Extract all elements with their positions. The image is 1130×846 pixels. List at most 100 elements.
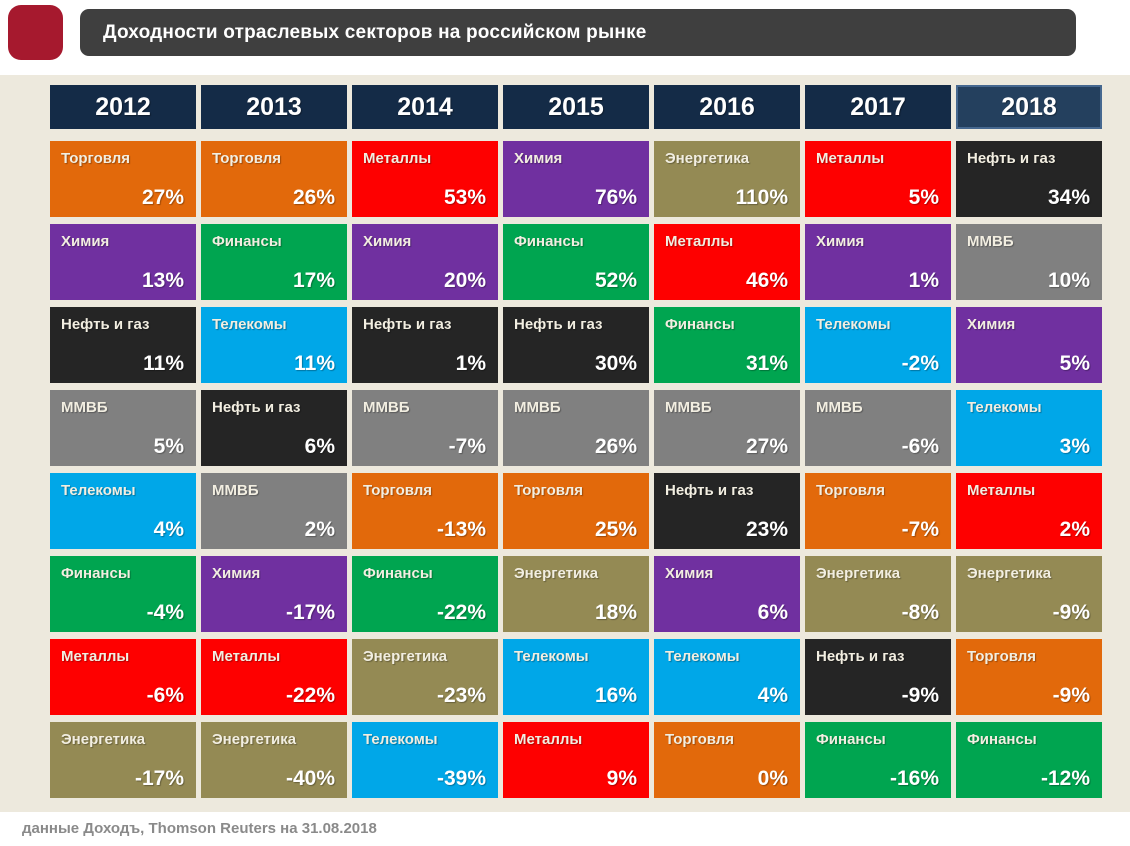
sector-label: Финансы (816, 731, 886, 748)
sector-label: Энергетика (61, 731, 146, 748)
sector-cell: Нефть и газ 23% (654, 473, 800, 549)
sector-value: 1% (908, 269, 939, 292)
sector-label: Металлы (816, 150, 885, 167)
year-header-2014: 2014 (352, 85, 498, 129)
sector-label: Телекомы (665, 648, 740, 665)
sector-value: 23% (745, 518, 788, 541)
sector-label: Химия (212, 565, 261, 582)
sector-cell: Химия 13% (50, 224, 196, 300)
brand-logo (8, 5, 63, 60)
sector-value: 4% (757, 684, 788, 707)
sector-cell: Финансы 31% (654, 307, 800, 383)
sector-value: -22% (436, 601, 486, 624)
sector-cell: Торговля 27% (50, 141, 196, 217)
sector-cell: Химия -17% (201, 556, 347, 632)
sector-cell: ММВБ -7% (352, 390, 498, 466)
sector-value: 3% (1059, 435, 1090, 458)
sector-label: Торговля (212, 150, 282, 167)
sector-value: 76% (594, 186, 637, 209)
sector-cell: Торговля -13% (352, 473, 498, 549)
sector-value: 11% (143, 352, 184, 375)
sector-cell: Торговля 26% (201, 141, 347, 217)
sector-label: Торговля (61, 150, 131, 167)
sector-cell: Химия 76% (503, 141, 649, 217)
sector-cell: ММВБ 5% (50, 390, 196, 466)
sector-label: ММВБ (514, 399, 561, 416)
sector-label: Торговля (514, 482, 584, 499)
year-column-2012: 2012 Торговля 27% Химия 13% Нефть и газ 11% ММВ… (50, 85, 196, 805)
sector-cell: Металлы 46% (654, 224, 800, 300)
sector-cell: ММВБ -6% (805, 390, 951, 466)
sector-label: Металлы (61, 648, 130, 665)
sector-cell: Нефть и газ 34% (956, 141, 1102, 217)
sector-value: -39% (436, 767, 486, 790)
sector-value: 0% (757, 767, 788, 790)
sector-label: Финансы (665, 316, 735, 333)
sector-value: 18% (594, 601, 637, 624)
sector-value: -8% (901, 601, 939, 624)
sector-cell: Химия 5% (956, 307, 1102, 383)
sector-cell: Металлы -22% (201, 639, 347, 715)
sector-label: Нефть и газ (967, 150, 1056, 167)
sector-cell: Финансы -4% (50, 556, 196, 632)
year-column-2016: 2016 Энергетика 110% Металлы 46% Финансы 31% ММ… (654, 85, 800, 805)
sector-cell: Финансы -12% (956, 722, 1102, 798)
sector-label: Нефть и газ (212, 399, 301, 416)
sector-value: 26% (594, 435, 637, 458)
sector-cell: Телекомы 16% (503, 639, 649, 715)
year-header-2017: 2017 (805, 85, 951, 129)
sector-cell: Финансы -16% (805, 722, 951, 798)
sector-cell: Нефть и газ 6% (201, 390, 347, 466)
sector-cell: Металлы 53% (352, 141, 498, 217)
sector-cell: Финансы -22% (352, 556, 498, 632)
year-header-2015: 2015 (503, 85, 649, 129)
sector-value: 31% (745, 352, 788, 375)
sector-label: ММВБ (665, 399, 712, 416)
sector-returns-grid: 2012 Торговля 27% Химия 13% Нефть и газ 11% ММВ… (50, 85, 1130, 805)
sector-label: Финансы (967, 731, 1037, 748)
sector-cell: ММВБ 26% (503, 390, 649, 466)
sector-value: 53% (443, 186, 486, 209)
sector-cell: Энергетика -9% (956, 556, 1102, 632)
sector-cell: Торговля -7% (805, 473, 951, 549)
sector-cell: Телекомы 4% (654, 639, 800, 715)
sector-value: -2% (901, 352, 939, 375)
sector-label: Торговля (967, 648, 1037, 665)
sector-cell: Телекомы 11% (201, 307, 347, 383)
sector-label: Металлы (363, 150, 432, 167)
sector-value: -40% (285, 767, 335, 790)
sector-cell: Энергетика -40% (201, 722, 347, 798)
returns-table-panel: 2012 Торговля 27% Химия 13% Нефть и газ 11% ММВ… (0, 75, 1130, 812)
sector-cell: Телекомы 4% (50, 473, 196, 549)
sector-label: Энергетика (967, 565, 1052, 582)
year-header-2012: 2012 (50, 85, 196, 129)
sector-value: 5% (1059, 352, 1090, 375)
sector-label: Энергетика (514, 565, 599, 582)
sector-value: -23% (436, 684, 486, 707)
sector-value: -16% (889, 767, 939, 790)
sector-value: 30% (594, 352, 637, 375)
year-header-2018: 2018 (956, 85, 1102, 129)
sector-label: Энергетика (816, 565, 901, 582)
sector-value: -17% (285, 601, 335, 624)
sector-label: Телекомы (212, 316, 287, 333)
sector-label: Энергетика (363, 648, 448, 665)
sector-value: 27% (141, 186, 184, 209)
sector-cell: ММВБ 2% (201, 473, 347, 549)
year-column-2015: 2015 Химия 76% Финансы 52% Нефть и газ 30% ММВБ… (503, 85, 649, 805)
sector-cell: Нефть и газ 30% (503, 307, 649, 383)
sector-cell: Химия 1% (805, 224, 951, 300)
sector-value: 5% (908, 186, 939, 209)
sector-cell: Торговля 25% (503, 473, 649, 549)
sector-label: Финансы (61, 565, 131, 582)
sector-value: -4% (146, 601, 184, 624)
year-column-2013: 2013 Торговля 26% Финансы 17% Телекомы 11% Нефт… (201, 85, 347, 805)
sector-value: 1% (455, 352, 486, 375)
sector-cell: ММВБ 27% (654, 390, 800, 466)
sector-value: 2% (304, 518, 335, 541)
sector-value: 17% (292, 269, 335, 292)
sector-value: 6% (757, 601, 788, 624)
sector-value: 4% (153, 518, 184, 541)
sector-value: 13% (141, 269, 184, 292)
page-title: Доходности отраслевых секторов на россий… (103, 21, 647, 43)
